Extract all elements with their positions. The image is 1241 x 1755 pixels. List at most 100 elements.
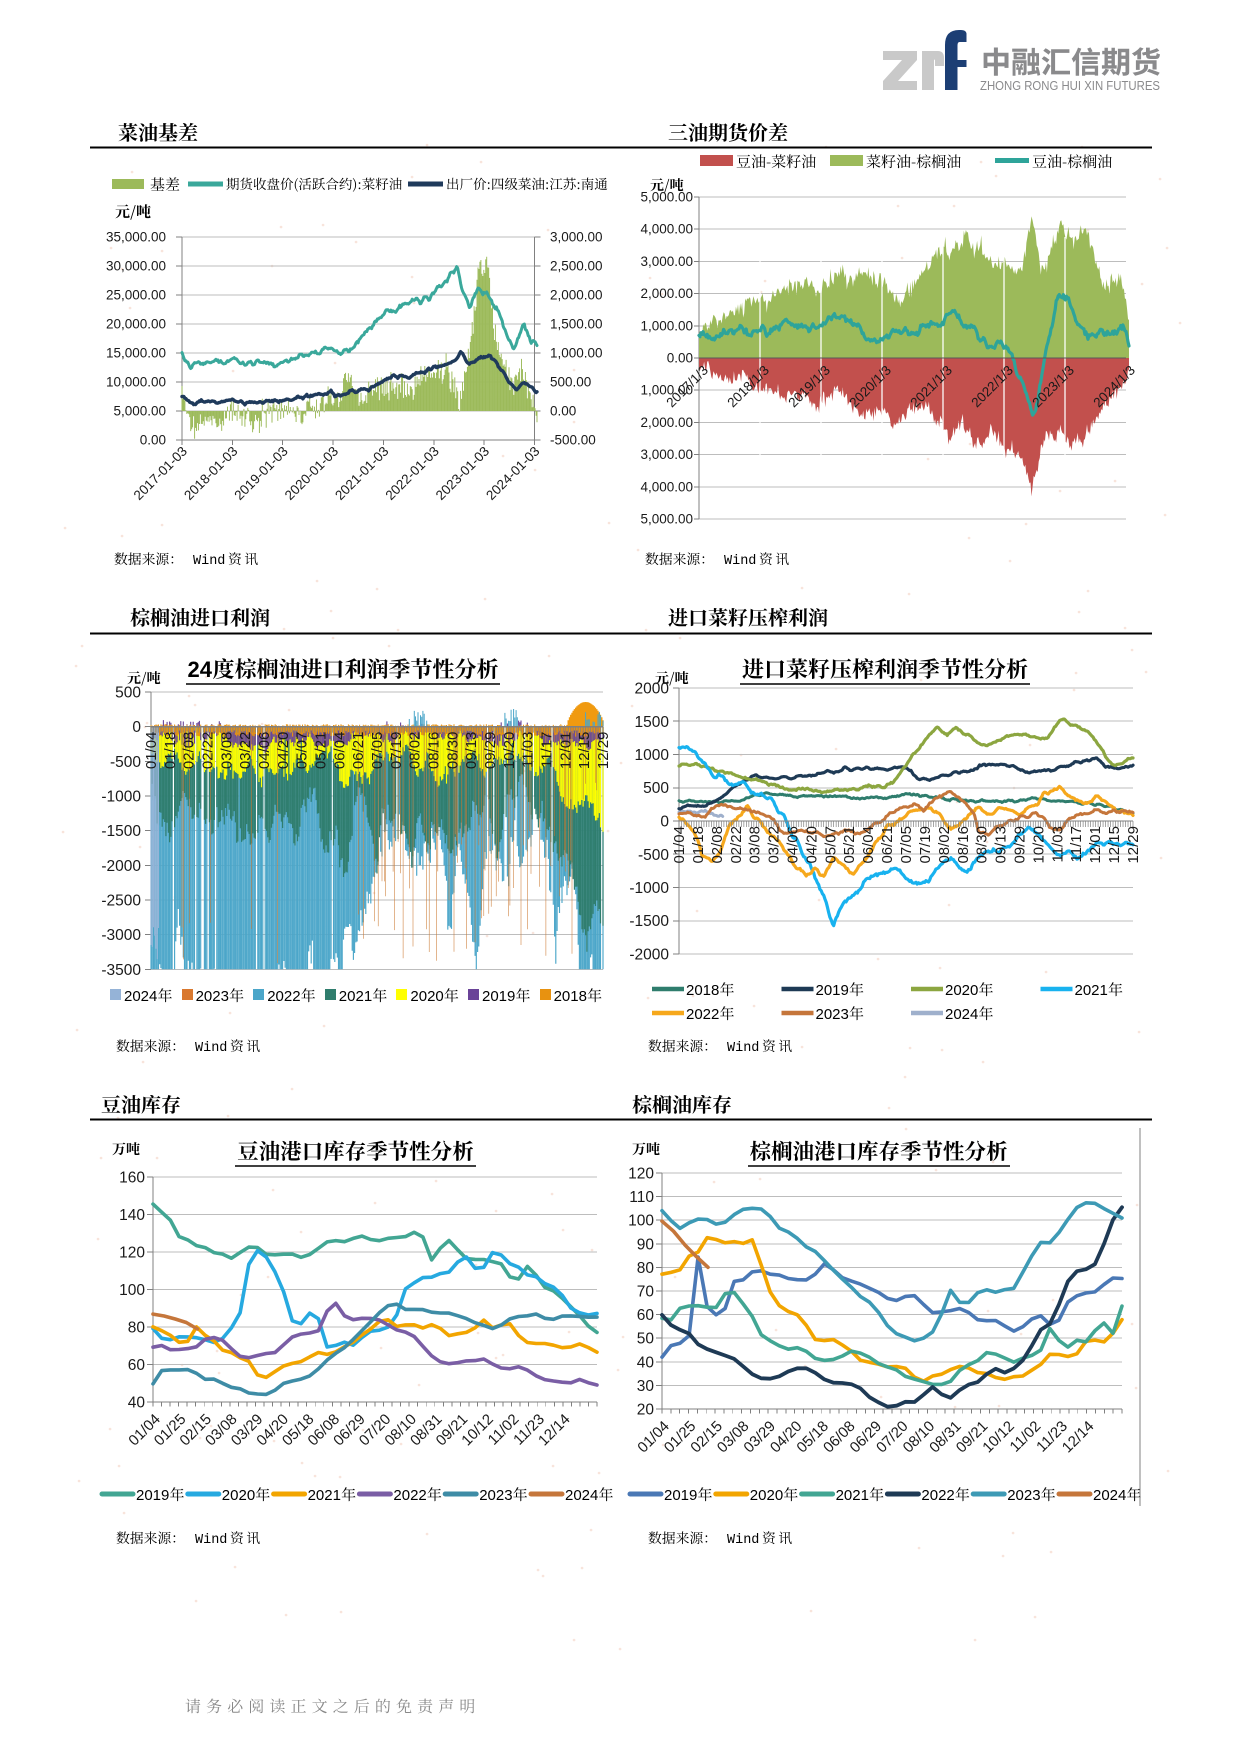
svg-text:07/19: 07/19 [917,826,934,864]
svg-text:2023: 2023 [479,1487,512,1504]
svg-text:-1000: -1000 [101,789,141,806]
svg-text:60: 60 [637,1307,655,1324]
svg-text:2018-01-03: 2018-01-03 [181,444,240,503]
svg-text:100: 100 [119,1282,145,1299]
svg-text:2023: 2023 [816,1006,849,1023]
svg-text:30,000.00: 30,000.00 [106,259,166,274]
svg-text:-2000: -2000 [101,858,141,875]
svg-text:4,000.00: 4,000.00 [640,222,693,237]
svg-text:3,000.00: 3,000.00 [640,254,693,269]
svg-text:2023: 2023 [196,988,229,1005]
svg-text:06/04: 06/04 [331,732,348,770]
svg-text:2020: 2020 [750,1487,783,1504]
svg-text:10/20: 10/20 [1030,826,1047,864]
svg-text:500.00: 500.00 [550,375,591,390]
svg-text:2018: 2018 [554,988,587,1005]
svg-text:40: 40 [637,1354,655,1371]
svg-text:2018: 2018 [686,982,719,999]
svg-text:-500: -500 [110,754,141,771]
svg-text:02/22: 02/22 [200,732,217,770]
svg-text:05/21: 05/21 [313,732,330,770]
svg-text:03/22: 03/22 [237,732,254,770]
svg-text:08/02: 08/02 [936,826,953,864]
svg-text:90: 90 [637,1236,655,1253]
svg-text:-3500: -3500 [101,962,141,979]
svg-text:0: 0 [660,814,669,831]
svg-text:20,000.00: 20,000.00 [106,317,166,332]
svg-text:03/22: 03/22 [766,826,783,864]
svg-text:20: 20 [637,1402,655,1419]
svg-text:2021: 2021 [1075,982,1108,999]
svg-text:01/18: 01/18 [690,826,707,864]
svg-text:4,000.00: 4,000.00 [640,479,693,494]
svg-text:Wind: Wind [193,554,225,569]
svg-text:05/07: 05/07 [294,732,311,770]
svg-text:160: 160 [119,1170,145,1187]
svg-text:10/20: 10/20 [501,732,518,770]
svg-text:Wind: Wind [195,1041,227,1056]
svg-text:12/01: 12/01 [557,732,574,770]
svg-text:09/13: 09/13 [463,732,480,770]
svg-text:12/15: 12/15 [1106,826,1123,864]
svg-text:04/20: 04/20 [275,732,292,770]
svg-text:01/18: 01/18 [162,732,179,770]
svg-text:1,000.00: 1,000.00 [640,318,693,333]
svg-text:1,500.00: 1,500.00 [550,317,603,332]
svg-text:-500.00: -500.00 [550,433,596,448]
svg-text:3,000.00: 3,000.00 [550,230,603,245]
svg-text:120: 120 [119,1245,145,1262]
svg-text:2019: 2019 [136,1487,169,1504]
svg-text:05/07: 05/07 [822,826,839,864]
svg-text:06/04: 06/04 [860,826,877,864]
svg-text:2024: 2024 [124,988,157,1005]
svg-text:12/29: 12/29 [595,732,612,770]
svg-text:08/16: 08/16 [426,732,443,770]
svg-text:08/16: 08/16 [955,826,972,864]
svg-text:5,000.00: 5,000.00 [640,512,693,527]
svg-text:35,000.00: 35,000.00 [106,230,166,245]
svg-text:10,000.00: 10,000.00 [106,375,166,390]
svg-text:09/29: 09/29 [482,732,499,770]
svg-text:Wind: Wind [727,1041,759,1056]
svg-text:04/06: 04/06 [785,826,802,864]
svg-text:08/30: 08/30 [444,732,461,770]
svg-text:07/05: 07/05 [898,826,915,864]
svg-text:2021: 2021 [308,1487,341,1504]
svg-text:06/21: 06/21 [879,826,896,864]
svg-text:100: 100 [628,1213,654,1230]
svg-text:24: 24 [188,657,213,682]
svg-text:04/06: 04/06 [256,732,273,770]
svg-text:12/01: 12/01 [1087,826,1104,864]
svg-text:-1000: -1000 [629,880,669,897]
svg-text:0.00: 0.00 [140,433,166,448]
svg-text:40: 40 [128,1395,146,1412]
svg-text:11/03: 11/03 [520,732,537,768]
svg-text:500: 500 [643,780,669,797]
svg-text:2022: 2022 [921,1487,954,1504]
svg-text:2021: 2021 [339,988,372,1005]
svg-text:2024-01-03: 2024-01-03 [483,444,542,503]
svg-text:2000: 2000 [635,681,670,698]
svg-text:5,000.00: 5,000.00 [640,190,693,205]
svg-text:08/30: 08/30 [974,826,991,864]
svg-text:02/08: 02/08 [181,732,198,770]
svg-text:0: 0 [132,719,141,736]
svg-text:2024: 2024 [1093,1487,1126,1504]
svg-text:2019: 2019 [664,1487,697,1504]
svg-text:11/17: 11/17 [539,732,556,768]
svg-text:2021-01-03: 2021-01-03 [332,444,391,503]
svg-text:03/08: 03/08 [218,732,235,770]
svg-text:500: 500 [115,685,141,702]
svg-text:2,500.00: 2,500.00 [550,259,603,274]
svg-text:-2000: -2000 [629,947,669,964]
svg-text:ZHONG RONG HUI XIN FUTURES: ZHONG RONG HUI XIN FUTURES [980,78,1160,93]
svg-text:2022: 2022 [267,988,300,1005]
svg-text:25,000.00: 25,000.00 [106,288,166,303]
svg-text:70: 70 [637,1284,655,1301]
svg-text:-1500: -1500 [101,823,141,840]
svg-text:12/29: 12/29 [1125,826,1142,864]
svg-text:-1500: -1500 [629,913,669,930]
svg-text:2021: 2021 [836,1487,869,1504]
svg-text:2020-01-03: 2020-01-03 [282,444,341,503]
svg-text:Wind: Wind [195,1533,227,1548]
